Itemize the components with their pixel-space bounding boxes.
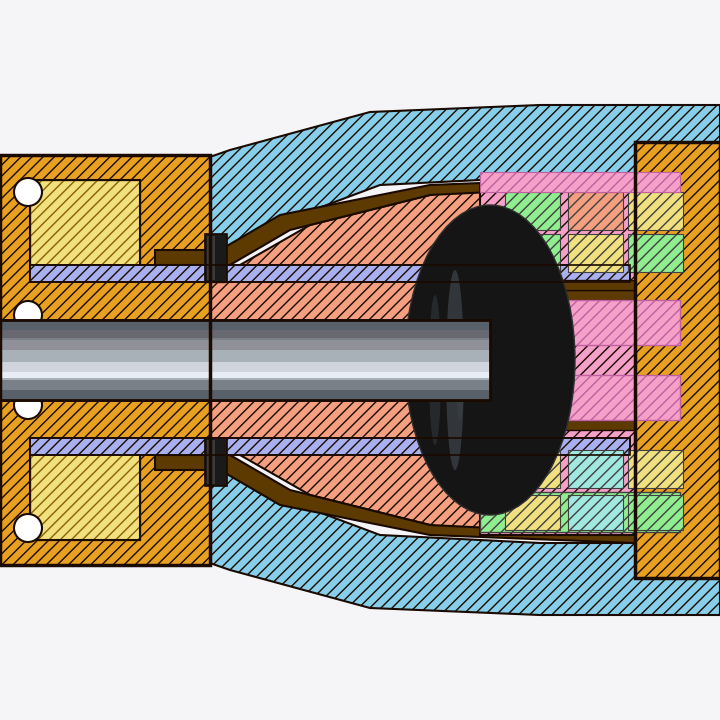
Bar (0, 320, 490, 400)
Bar (568, 450, 623, 488)
Bar (628, 495, 683, 530)
Bar (205, 234, 227, 282)
Bar (505, 234, 560, 272)
Bar (30, 440, 140, 540)
Polygon shape (155, 177, 635, 265)
Bar (568, 495, 623, 530)
Bar (480, 410, 635, 420)
Bar (0, 320, 490, 400)
Bar (0, 155, 210, 565)
Bar (207, 236, 215, 280)
Bar (0, 362, 490, 372)
Bar (0, 340, 490, 350)
Bar (205, 438, 225, 483)
Bar (0, 330, 490, 390)
Bar (30, 180, 140, 280)
Polygon shape (155, 455, 635, 543)
Bar (628, 192, 683, 230)
Circle shape (14, 514, 42, 542)
Ellipse shape (429, 295, 441, 445)
Polygon shape (0, 455, 720, 615)
Bar (30, 440, 140, 540)
Bar (480, 185, 635, 535)
Bar (0, 320, 490, 400)
Bar (30, 180, 140, 280)
Bar (505, 495, 560, 530)
Ellipse shape (456, 320, 464, 420)
Bar (0, 362, 490, 370)
Bar (0, 358, 490, 378)
Bar (0, 372, 490, 378)
Bar (480, 300, 680, 345)
Bar (205, 237, 225, 282)
Bar (0, 320, 490, 400)
Bar (480, 290, 635, 300)
Bar (30, 438, 630, 455)
Bar (568, 234, 623, 272)
Bar (628, 450, 683, 488)
Bar (628, 234, 683, 272)
Bar (635, 142, 720, 578)
Circle shape (14, 301, 42, 329)
Bar (480, 492, 680, 532)
Bar (480, 280, 635, 290)
Bar (0, 155, 210, 565)
Bar (205, 438, 227, 486)
Bar (207, 440, 215, 484)
Bar (0, 340, 490, 380)
Bar (480, 172, 680, 192)
Bar (30, 438, 630, 455)
Bar (505, 192, 560, 230)
Bar (0, 332, 490, 388)
Polygon shape (0, 105, 720, 265)
Bar (0, 330, 490, 338)
Bar (480, 420, 635, 430)
Ellipse shape (446, 270, 464, 470)
Polygon shape (155, 185, 635, 535)
Circle shape (14, 178, 42, 206)
Bar (505, 450, 560, 488)
Bar (568, 192, 623, 230)
Bar (635, 142, 720, 578)
Circle shape (14, 391, 42, 419)
Bar (480, 375, 680, 420)
Bar (30, 265, 630, 282)
Bar (30, 265, 630, 282)
Ellipse shape (405, 205, 575, 515)
